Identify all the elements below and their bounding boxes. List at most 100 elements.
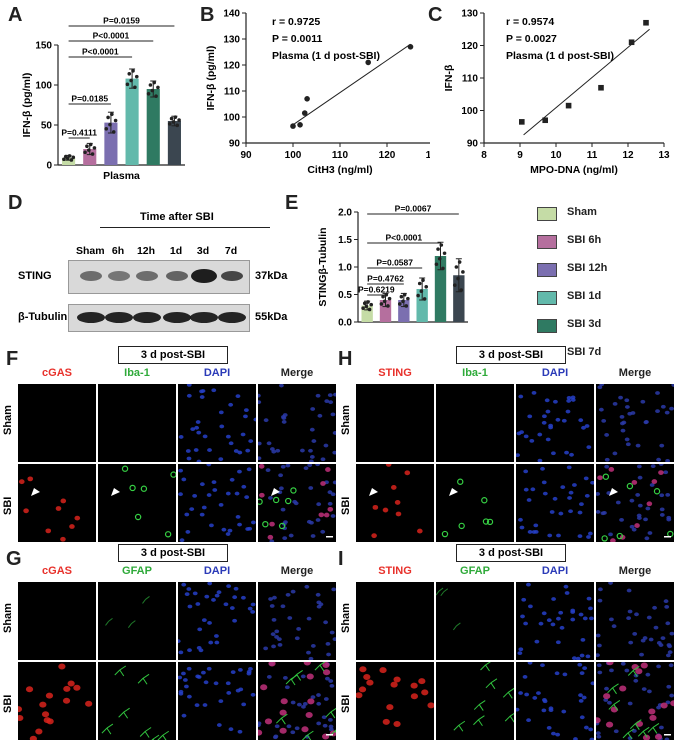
nucleus: [302, 702, 308, 706]
data-point: [442, 251, 447, 256]
arrowhead-icon: [449, 488, 458, 496]
micro-col-header: cGAS: [42, 367, 72, 379]
nucleus: [555, 417, 561, 422]
nucleus: [308, 459, 314, 462]
p-value-label: P=0.0067: [395, 204, 432, 214]
blot-band-tubulin: [77, 312, 105, 323]
micro-col-header: Iba-1: [462, 367, 488, 379]
nucleus: [611, 624, 617, 629]
nucleus: [178, 492, 183, 497]
micro-image: [18, 662, 96, 740]
micro-row-label: SBI: [340, 694, 352, 713]
nucleus: [627, 701, 633, 706]
nucleus: [612, 451, 618, 456]
nucleus: [296, 702, 302, 707]
nucleus: [218, 410, 224, 415]
nucleus: [195, 674, 201, 679]
nucleus: [518, 517, 523, 522]
astrocyte: [608, 700, 621, 711]
astrocyte: [473, 715, 485, 726]
y-tick-label: 120: [223, 61, 240, 72]
nucleus: [604, 464, 610, 469]
nucleus: [246, 669, 252, 674]
nucleus: [568, 509, 573, 514]
nucleus: [214, 593, 220, 598]
red-cell: [303, 662, 311, 666]
nucleus: [586, 445, 592, 450]
blot-lane-label: 7d: [224, 245, 238, 257]
nucleus: [290, 700, 296, 705]
nucleus: [612, 401, 618, 406]
data-point: [152, 80, 156, 85]
blot-band-tubulin: [105, 312, 133, 323]
nucleus: [310, 407, 316, 411]
nucleus: [659, 513, 665, 517]
arrowhead-icon: [369, 488, 378, 496]
nucleus: [247, 526, 253, 531]
nucleus: [561, 709, 567, 714]
astrocyte: [480, 662, 491, 672]
astrocyte: [127, 620, 136, 628]
nucleus: [565, 409, 571, 414]
data-point: [361, 306, 365, 310]
nucleus: [280, 507, 286, 512]
nucleus: [294, 726, 300, 731]
red-cell: [651, 479, 658, 484]
nucleus: [635, 443, 641, 448]
red-cell: [41, 711, 50, 718]
nucleus: [584, 424, 590, 428]
data-point: [598, 84, 604, 91]
microglia: [626, 482, 634, 490]
nucleus: [230, 670, 236, 675]
nucleus: [667, 650, 673, 655]
nucleus: [656, 641, 662, 645]
nucleus: [551, 731, 556, 736]
nucleus: [647, 531, 653, 535]
x-tick-label: 9: [517, 150, 523, 161]
micro-image: [436, 662, 514, 740]
nucleus: [290, 589, 296, 594]
red-cell: [25, 686, 34, 693]
micro-image: [178, 582, 256, 660]
nucleus: [269, 539, 275, 542]
astrocyte: [105, 618, 113, 626]
nucleus: [328, 679, 334, 683]
nucleus: [671, 384, 674, 387]
nucleus: [655, 409, 660, 414]
red-cell: [280, 698, 288, 705]
nucleus: [285, 592, 291, 597]
nucleus: [527, 414, 533, 419]
microglia: [457, 478, 464, 485]
nucleus: [306, 650, 311, 655]
nucleus: [328, 724, 334, 729]
red-cell: [358, 686, 367, 693]
red-cell: [386, 704, 394, 711]
nucleus: [292, 499, 298, 504]
blot-title: Time after SBI: [140, 211, 214, 223]
x-tick-label: 8: [481, 150, 487, 161]
y-tick-label: 100: [461, 106, 478, 117]
nucleus: [568, 490, 574, 495]
bar-sham: [62, 157, 76, 165]
nucleus: [577, 534, 583, 539]
astrocyte: [485, 678, 498, 690]
micro-col-header: Merge: [280, 565, 314, 577]
red-cell: [393, 721, 401, 728]
nucleus: [206, 464, 212, 467]
nucleus: [247, 606, 253, 611]
x-axis-label: Plasma: [103, 170, 140, 182]
nucleus: [575, 656, 581, 660]
micro-image: [436, 464, 514, 542]
nucleus: [237, 450, 243, 455]
nucleus: [285, 464, 291, 468]
nucleus: [545, 409, 551, 414]
red-cell: [258, 729, 263, 736]
micro-image: [178, 384, 256, 462]
nucleus: [624, 405, 630, 409]
nucleus: [321, 715, 327, 720]
nucleus: [665, 458, 670, 462]
fit-line: [292, 43, 411, 126]
nucleus: [596, 663, 602, 668]
nucleus: [524, 692, 530, 697]
legend-swatch: [537, 291, 557, 305]
